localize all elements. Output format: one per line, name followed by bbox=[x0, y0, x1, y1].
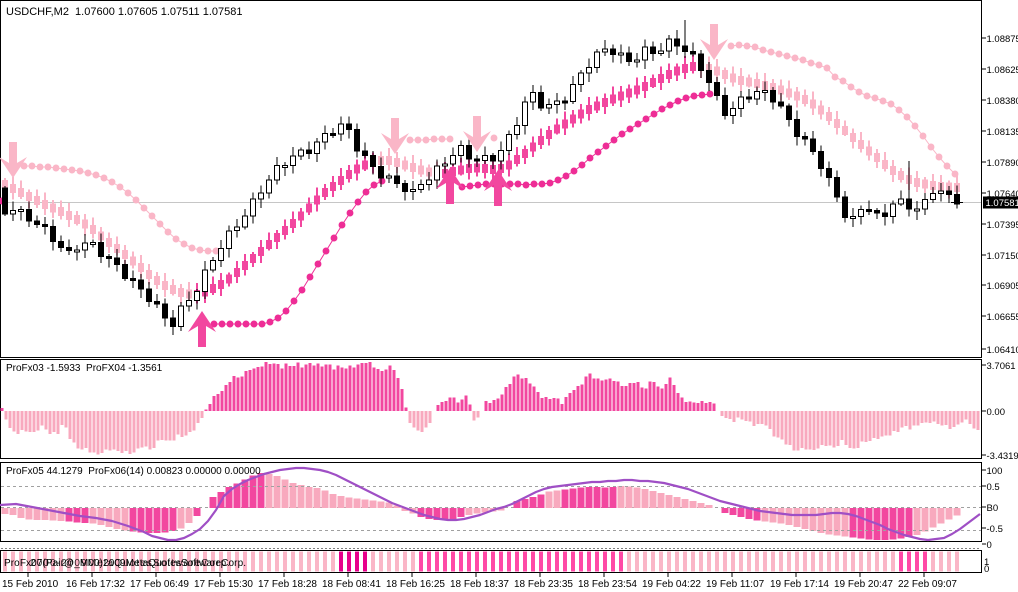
svg-text:17 Feb 15:30: 17 Feb 15:30 bbox=[194, 579, 253, 590]
svg-text:-0.5: -0.5 bbox=[987, 524, 1003, 535]
svg-text:19 Feb 11:07: 19 Feb 11:07 bbox=[706, 579, 765, 590]
svg-text:17 Feb 06:49: 17 Feb 06:49 bbox=[130, 579, 189, 590]
svg-text:B0: B0 bbox=[987, 503, 999, 514]
svg-text:1.07581: 1.07581 bbox=[986, 198, 1018, 209]
svg-text:22 Feb 09:07: 22 Feb 09:07 bbox=[898, 579, 957, 590]
svg-text:1.08135: 1.08135 bbox=[987, 127, 1018, 138]
svg-text:1: 1 bbox=[984, 557, 989, 568]
svg-text:ProFx07(Pair@_M00)2009MetaQuot: ProFx07(Pair@_M00)2009MetaQuotesSoftware… bbox=[4, 558, 246, 569]
svg-text:1.08380: 1.08380 bbox=[987, 96, 1018, 107]
svg-text:18 Feb 08:41: 18 Feb 08:41 bbox=[322, 579, 381, 590]
svg-text:1.07395: 1.07395 bbox=[987, 220, 1018, 231]
svg-text:0.5: 0.5 bbox=[987, 482, 1000, 493]
svg-text:ProFx05 44.1279 ProFx06(14) 0: ProFx05 44.1279 ProFx06(14) 0.00823 0.00… bbox=[6, 466, 261, 477]
svg-text:2000-2009MetaQuotesSoftwareCor: 2000-2009MetaQuotesSoftwareCorp. bbox=[30, 558, 230, 569]
svg-text:0: 0 bbox=[984, 564, 989, 575]
svg-text:0.00: 0.00 bbox=[987, 407, 1006, 418]
svg-text:1.07890: 1.07890 bbox=[987, 158, 1018, 169]
svg-text:ProFx03 -1.5933 ProFX04 -1.35: ProFx03 -1.5933 ProFX04 -1.3561 bbox=[6, 363, 163, 374]
svg-text:3.7061: 3.7061 bbox=[987, 361, 1016, 372]
svg-text:19 Feb 04:22: 19 Feb 04:22 bbox=[642, 579, 701, 590]
svg-text:19 Feb 17:14: 19 Feb 17:14 bbox=[770, 579, 829, 590]
svg-text:-3.4319: -3.4319 bbox=[987, 451, 1018, 462]
svg-text:18 Feb 16:25: 18 Feb 16:25 bbox=[386, 579, 445, 590]
svg-text:18 Feb 23:54: 18 Feb 23:54 bbox=[578, 579, 637, 590]
svg-text:18 Feb 18:37: 18 Feb 18:37 bbox=[450, 579, 509, 590]
svg-text:1.06410: 1.06410 bbox=[987, 345, 1018, 356]
svg-text:15 Feb 2010: 15 Feb 2010 bbox=[2, 579, 59, 590]
svg-text:19 Feb 20:47: 19 Feb 20:47 bbox=[834, 579, 893, 590]
svg-text:0: 0 bbox=[987, 540, 992, 551]
svg-text:18 Feb 23:35: 18 Feb 23:35 bbox=[514, 579, 573, 590]
svg-text:1.08875: 1.08875 bbox=[987, 34, 1018, 45]
svg-text:1.06905: 1.06905 bbox=[987, 281, 1018, 292]
svg-text:1.06655: 1.06655 bbox=[987, 312, 1018, 323]
svg-text:USDCHF,M2 1.07600 1.07605 1.0: USDCHF,M2 1.07600 1.07605 1.07511 1.0758… bbox=[6, 6, 242, 18]
svg-text:1.07640: 1.07640 bbox=[987, 189, 1018, 200]
svg-text:17 Feb 18:28: 17 Feb 18:28 bbox=[258, 579, 317, 590]
svg-text:16 Feb 17:32: 16 Feb 17:32 bbox=[66, 579, 125, 590]
svg-text:1.08625: 1.08625 bbox=[987, 65, 1018, 76]
svg-text:1.07150: 1.07150 bbox=[987, 251, 1018, 262]
svg-text:100: 100 bbox=[987, 466, 1003, 477]
